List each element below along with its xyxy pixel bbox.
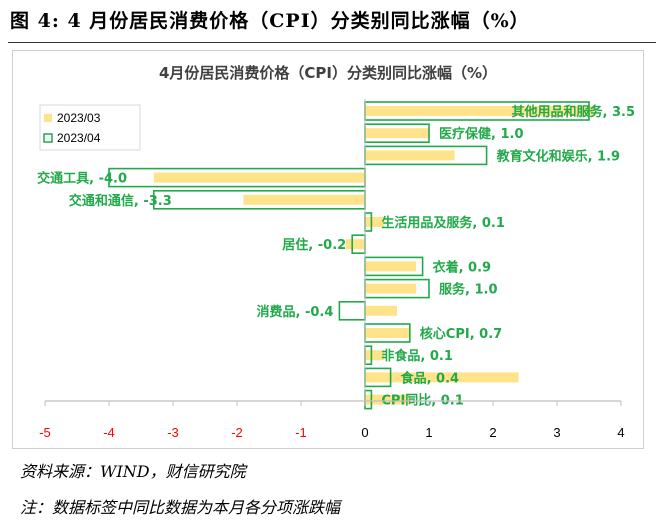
source-note: 资料来源：WIND，财信研究院: [20, 462, 246, 481]
bar-2023-03: [243, 194, 365, 205]
bar-2023-03: [365, 128, 429, 139]
bar-chart: 4月份居民消费价格（CPI）分类别同比涨幅（%） 2023/03 2023/04…: [37, 64, 636, 440]
category-row: 服务, 1.0: [364, 278, 498, 299]
x-tick-label: -5: [39, 425, 51, 440]
category-row: 核心CPI, 0.7: [364, 323, 502, 343]
data-label: 交通工具, -4.0: [37, 171, 127, 187]
x-tick-label: 3: [553, 425, 560, 440]
data-label: 核心CPI, 0.7: [420, 326, 502, 342]
x-tick-label: 0: [361, 425, 368, 440]
bar-2023-03: [365, 305, 397, 316]
data-label: 生活用品及服务, 0.1: [381, 215, 505, 231]
title-divider: [8, 42, 656, 43]
x-tick-label: -4: [103, 425, 115, 440]
category-row: 交通和通信, -3.3: [69, 190, 366, 210]
x-tick-label: 2: [489, 425, 496, 440]
bar-2023-03: [365, 150, 455, 161]
footnote: 注：数据标签中同比数据为本月各分项涨跌幅: [20, 498, 341, 517]
legend: 2023/03 2023/04: [39, 104, 141, 151]
bar-2023-03: [153, 172, 365, 183]
data-label: 医疗保健, 1.0: [439, 126, 524, 142]
category-row: 非食品, 0.1: [364, 345, 453, 366]
category-row: CPI同比, 0.1: [364, 389, 464, 410]
data-label: 教育文化和娱乐, 1.9: [496, 148, 620, 164]
x-tick-label: -1: [295, 425, 307, 440]
data-label: 食品, 0.4: [401, 370, 460, 386]
category-row: 居住, -0.2: [282, 234, 366, 254]
category-row: 医疗保健, 1.0: [364, 123, 524, 143]
figure-title: 图 4: 4 月份居民消费价格（CPI）分类别同比涨幅（%）: [10, 10, 530, 32]
bar-2023-03: [365, 261, 417, 272]
legend-swatch-2023-04: [43, 133, 53, 143]
data-label: 衣着, 0.9: [433, 259, 492, 275]
chart-title: 4月份居民消费价格（CPI）分类别同比涨幅（%）: [159, 64, 497, 82]
x-tick-label: -3: [167, 425, 179, 440]
category-row: 交通工具, -4.0: [37, 167, 366, 188]
data-label: 居住, -0.2: [282, 237, 346, 253]
category-row: 食品, 0.4: [364, 367, 519, 388]
bar-2023-03: [365, 106, 596, 116]
data-label: 其他用品和服务, 3.5: [512, 104, 636, 120]
bar-2023-03: [365, 328, 410, 338]
x-tick-label: 1: [425, 425, 432, 440]
category-row: 衣着, 0.9: [364, 256, 492, 277]
data-label: 消费品, -0.4: [257, 304, 334, 320]
category-row: 其他用品和服务, 3.5: [364, 101, 636, 121]
category-row: 教育文化和娱乐, 1.9: [364, 145, 620, 166]
legend-swatch-2023-03: [44, 114, 52, 122]
legend-label-2023-03: 2023/03: [57, 111, 101, 125]
category-row: 消费品, -0.4: [257, 301, 397, 321]
x-tick-label: 4: [617, 425, 624, 440]
data-label: 交通和通信, -3.3: [69, 193, 172, 209]
data-label: 服务, 1.0: [439, 282, 498, 298]
category-row: 生活用品及服务, 0.1: [364, 212, 505, 232]
data-label: 非食品, 0.1: [381, 348, 453, 364]
legend-box: [39, 104, 141, 151]
bar-2023-03: [365, 372, 519, 383]
bar-2023-03: [365, 394, 410, 405]
bar-2023-04: [338, 301, 366, 321]
x-tick-label: -2: [231, 425, 243, 440]
chart-panel: 4月份居民消费价格（CPI）分类别同比涨幅（%） 2023/03 2023/04…: [12, 50, 644, 449]
bar-2023-03: [365, 217, 385, 227]
bar-2023-03: [365, 350, 385, 361]
bar-2023-03: [365, 283, 417, 294]
legend-label-2023-04: 2023/04: [57, 131, 101, 145]
bar-2023-03: [345, 239, 365, 250]
